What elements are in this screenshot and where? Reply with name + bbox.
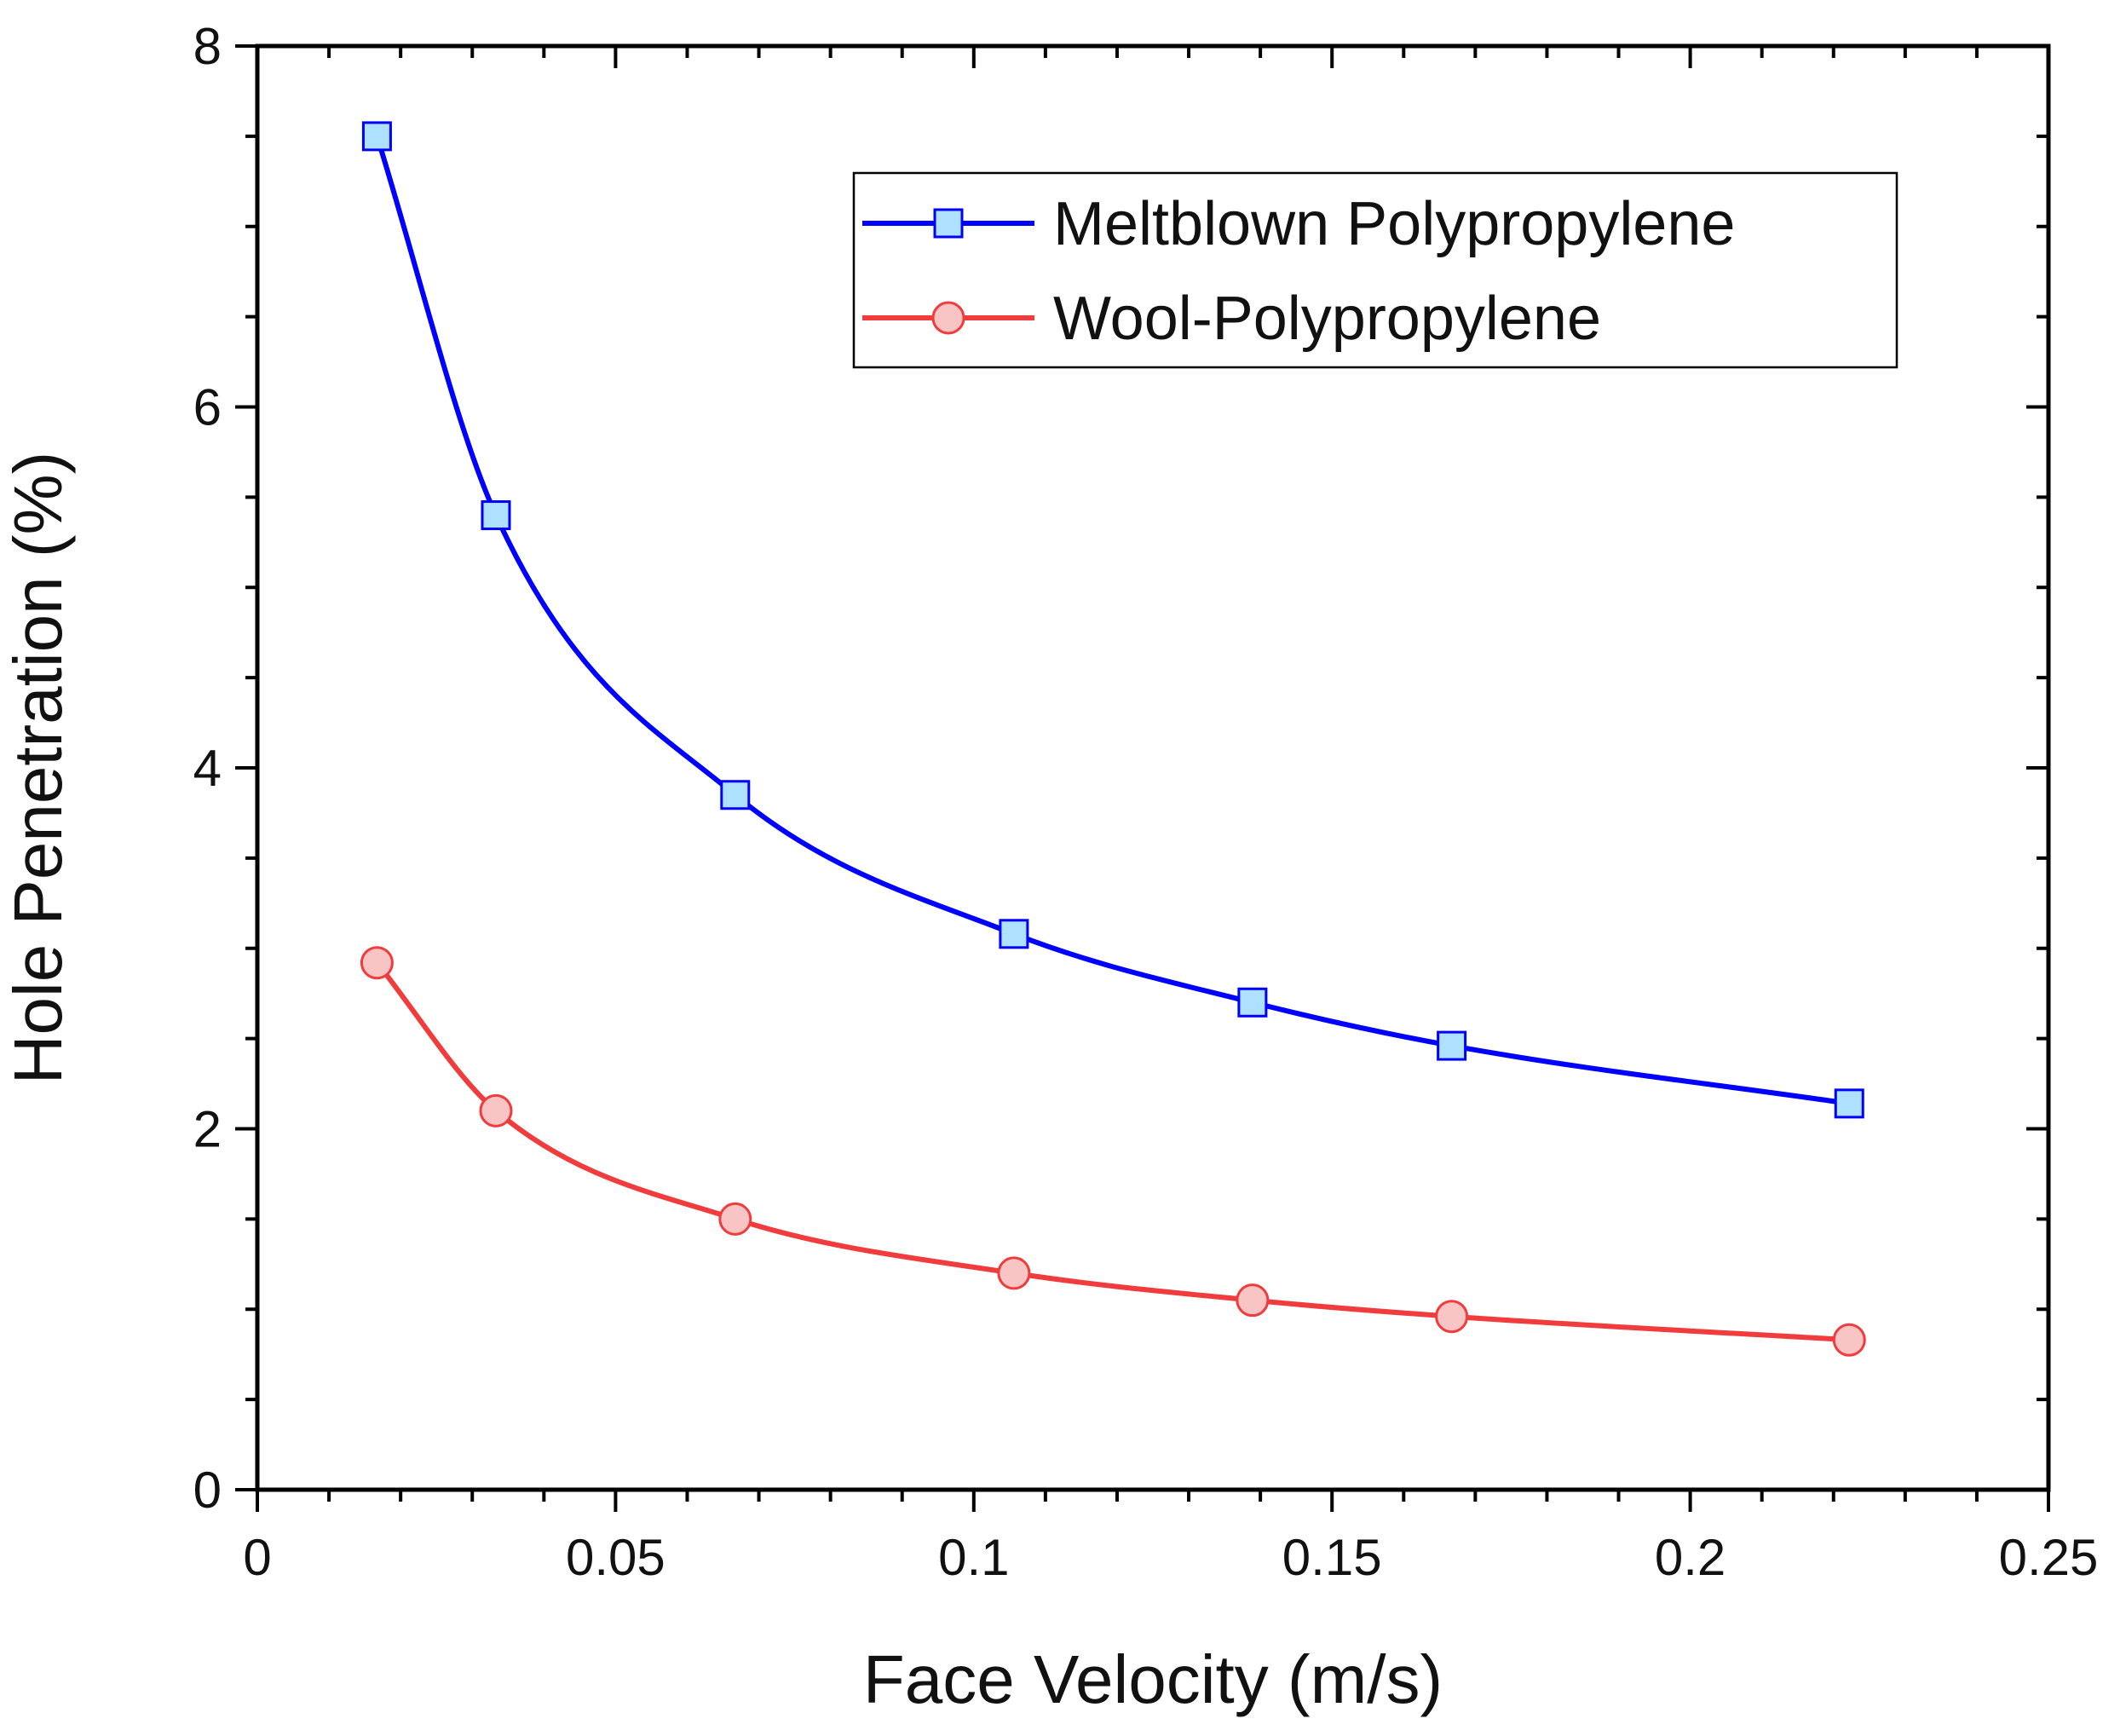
data-point-meltblown bbox=[999, 919, 1029, 949]
y-tick-label: 4 bbox=[193, 740, 222, 797]
data-point-wool bbox=[997, 1256, 1031, 1290]
y-tick-label: 6 bbox=[193, 379, 222, 436]
data-point-meltblown bbox=[1437, 1030, 1467, 1061]
legend: Meltblown Polypropylene Wool-Polypropyle… bbox=[852, 171, 1898, 369]
data-point-meltblown bbox=[720, 780, 751, 810]
data-point-wool bbox=[479, 1093, 513, 1128]
legend-marker-wool bbox=[931, 301, 965, 335]
x-tick-label: 0.15 bbox=[1282, 1529, 1382, 1586]
series-line-wool bbox=[375, 960, 1850, 1343]
data-point-wool bbox=[1236, 1283, 1270, 1318]
x-axis-title: Face Velocity (m/s) bbox=[863, 1641, 1443, 1717]
data-point-wool bbox=[1832, 1323, 1866, 1357]
data-point-wool bbox=[1435, 1300, 1469, 1334]
y-axis-title: Hole Penetration (%) bbox=[0, 452, 76, 1085]
legend-box bbox=[852, 171, 1898, 369]
x-tick-label: 0.25 bbox=[1999, 1529, 2099, 1586]
x-tick-label: 0.2 bbox=[1655, 1529, 1726, 1586]
tick-marks bbox=[235, 44, 2050, 1512]
data-point-meltblown bbox=[1834, 1088, 1864, 1119]
legend-marker-meltblown bbox=[933, 208, 964, 239]
series-markers bbox=[360, 121, 1866, 1357]
data-point-wool bbox=[718, 1202, 752, 1236]
data-point-meltblown bbox=[481, 500, 511, 531]
data-point-meltblown bbox=[361, 121, 392, 152]
legend-label-meltblown: Meltblown Polypropylene bbox=[1053, 190, 1735, 258]
data-point-meltblown bbox=[1237, 987, 1268, 1018]
x-tick-label: 0 bbox=[243, 1529, 271, 1586]
y-tick-label: 2 bbox=[193, 1101, 222, 1158]
tick-labels: 0 0.05 0.1 0.15 0.2 0.25 0 2 4 6 8 bbox=[193, 18, 2099, 1586]
x-tick-label: 0.1 bbox=[938, 1529, 1009, 1586]
y-tick-label: 8 bbox=[193, 18, 222, 75]
legend-label-wool: Wool-Polypropylene bbox=[1053, 285, 1601, 353]
data-point-wool bbox=[360, 946, 394, 980]
x-tick-label: 0.05 bbox=[566, 1529, 665, 1586]
y-tick-label: 0 bbox=[193, 1462, 222, 1519]
